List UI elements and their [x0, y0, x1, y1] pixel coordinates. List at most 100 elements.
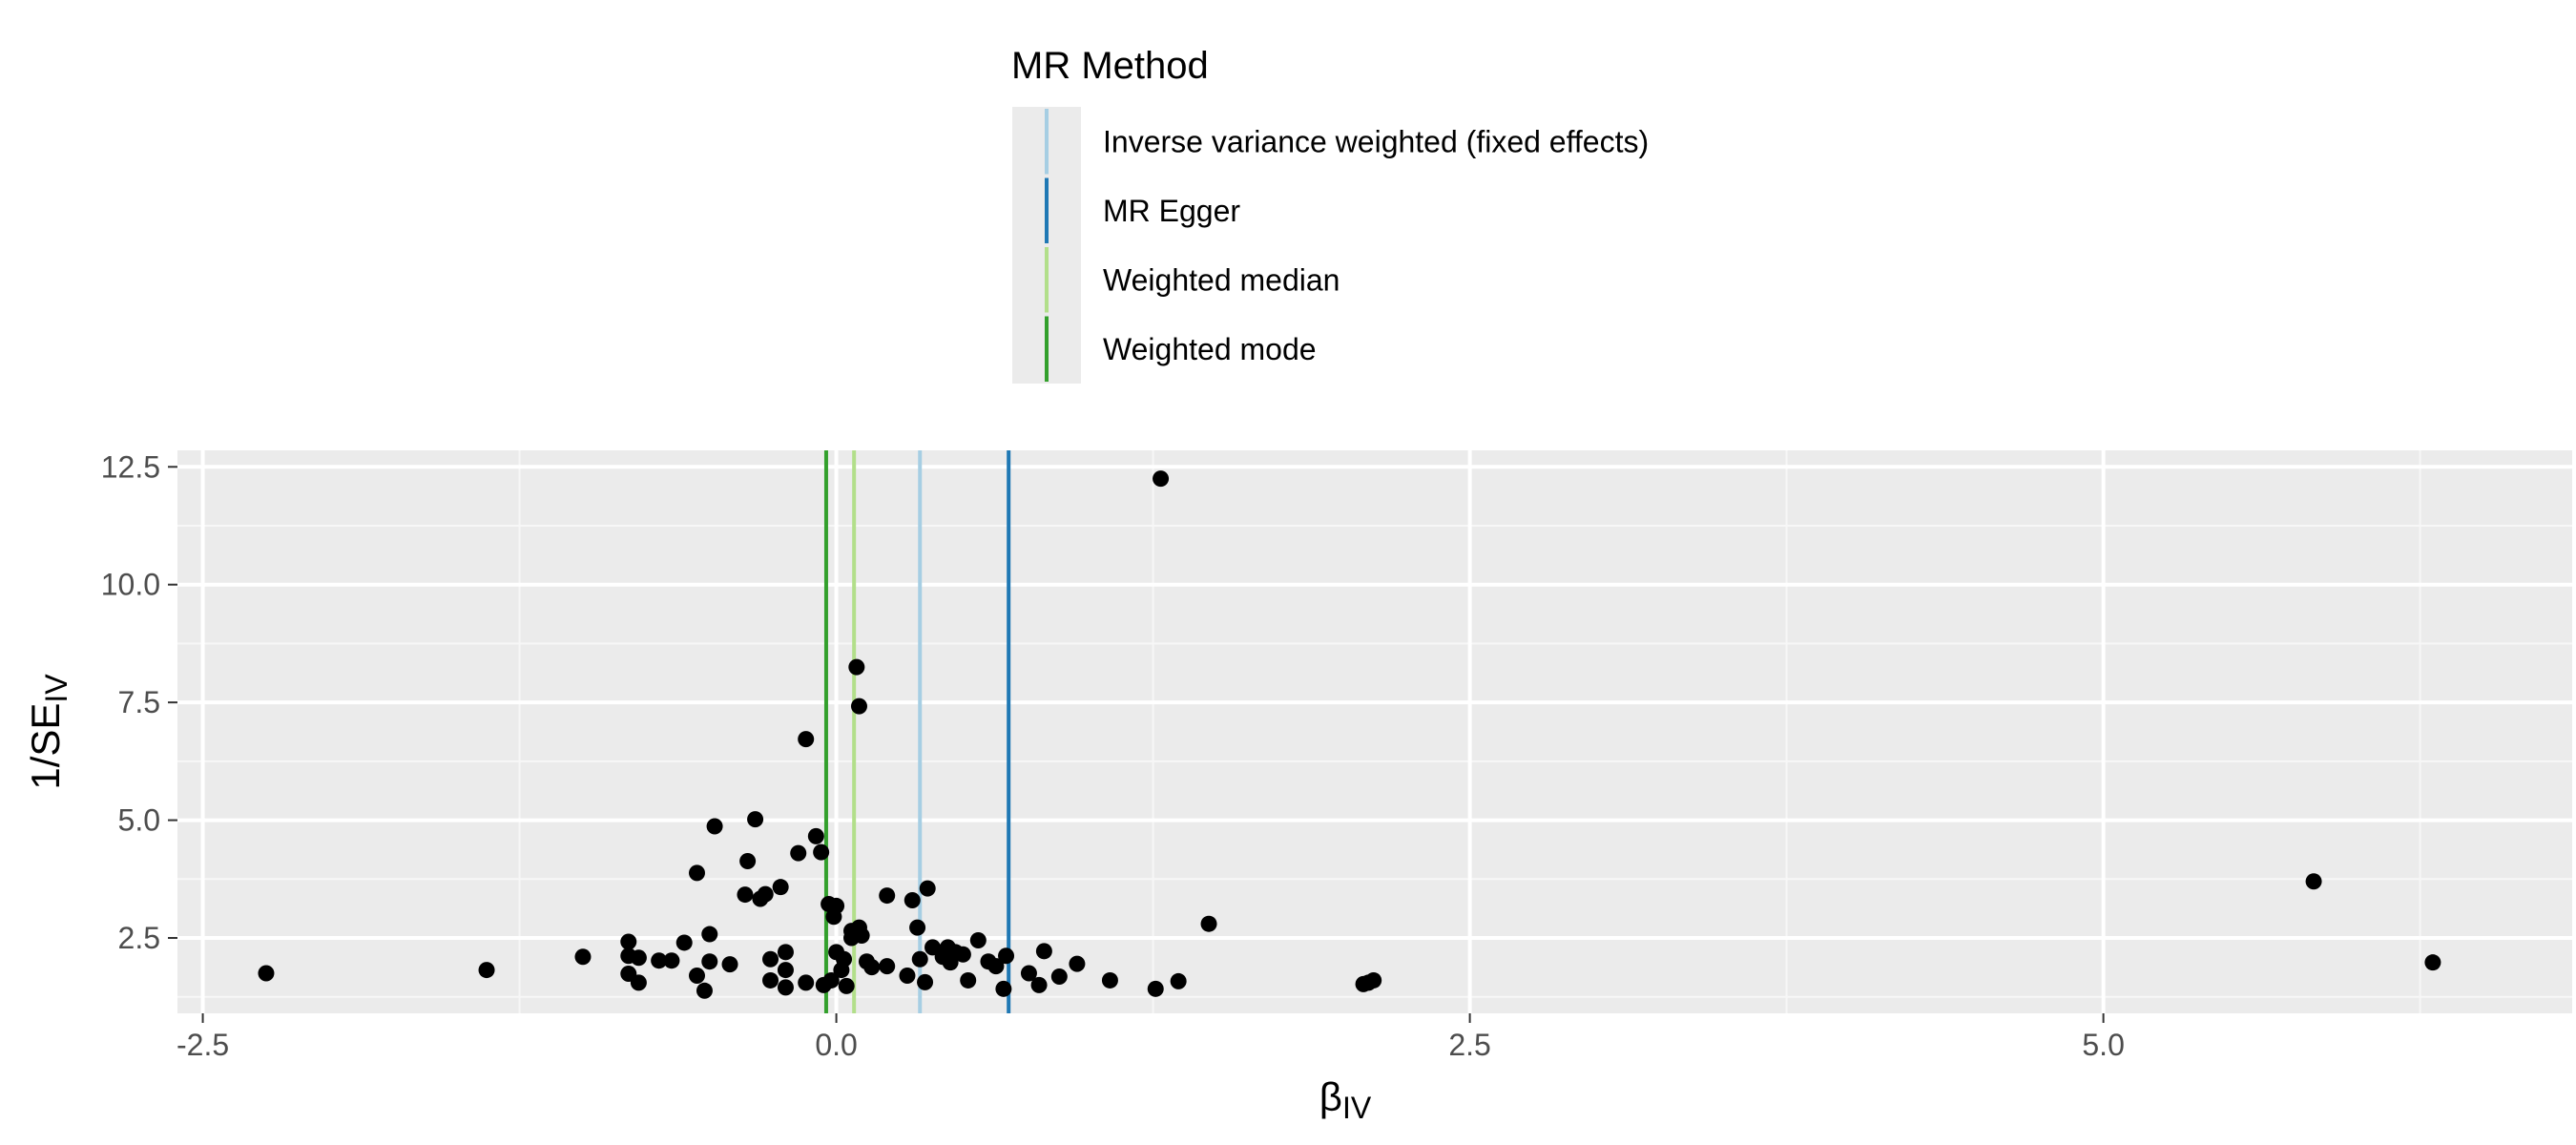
data-point	[675, 934, 693, 951]
data-point	[2305, 873, 2322, 890]
legend-item: Weighted mode	[1045, 316, 1317, 382]
data-point	[630, 974, 647, 991]
legend-item: Inverse variance weighted (fixed effects…	[1045, 109, 1649, 175]
x-axis-title-sub: IV	[1342, 1091, 1372, 1125]
legend-label: Inverse variance weighted (fixed effects…	[1103, 124, 1649, 158]
data-point	[909, 919, 926, 936]
x-axis-title: βIV	[1319, 1074, 1372, 1125]
data-point	[1170, 972, 1187, 989]
data-point	[998, 947, 1015, 965]
x-tick-labels: -2.5 0.0 2.5 5.0	[177, 1028, 2125, 1062]
data-point	[863, 959, 881, 976]
y-tick-label: 10.0	[101, 568, 160, 602]
legend-label: MR Egger	[1103, 194, 1240, 228]
data-point	[620, 933, 637, 950]
data-point	[1365, 971, 1382, 989]
data-point	[954, 946, 971, 963]
data-point	[777, 944, 794, 961]
data-point	[747, 811, 764, 828]
x-tick-label: 5.0	[2082, 1028, 2124, 1062]
x-axis-title-main: β	[1319, 1074, 1342, 1119]
data-point	[772, 879, 789, 896]
y-tick-label: 7.5	[118, 685, 160, 719]
data-point	[822, 971, 840, 989]
data-point	[762, 971, 779, 989]
data-point	[853, 927, 870, 945]
data-point	[899, 968, 916, 985]
data-point	[838, 977, 855, 994]
data-point	[995, 980, 1012, 997]
data-point	[911, 950, 928, 968]
axis-ticks	[168, 466, 2105, 1023]
data-point	[777, 962, 794, 979]
data-point	[798, 731, 815, 748]
data-point	[663, 952, 680, 969]
data-point	[904, 892, 921, 909]
data-point	[757, 885, 774, 903]
data-point	[813, 843, 830, 861]
data-point	[574, 948, 592, 966]
data-point	[688, 968, 705, 985]
data-point	[919, 880, 936, 897]
data-point	[1030, 976, 1048, 993]
data-point	[879, 958, 896, 975]
x-tick-label: 0.0	[815, 1028, 857, 1062]
data-point	[1069, 955, 1086, 972]
data-point	[969, 931, 987, 948]
data-point	[737, 886, 754, 904]
data-point	[706, 818, 723, 835]
data-point	[987, 958, 1005, 975]
data-point	[924, 939, 942, 956]
data-point	[696, 982, 713, 999]
data-point	[721, 956, 738, 973]
legend-item: MR Egger	[1045, 177, 1240, 243]
data-point	[688, 864, 705, 882]
y-tick-label: 5.0	[118, 803, 160, 838]
data-point	[917, 973, 934, 990]
data-point	[1147, 980, 1164, 997]
data-points	[258, 470, 2441, 999]
y-axis-title: 1/SEIV	[23, 674, 73, 790]
minor-gridlines	[177, 450, 2572, 1013]
data-point	[478, 962, 495, 979]
data-point	[1153, 470, 1170, 488]
data-point	[762, 950, 779, 968]
data-point	[739, 853, 757, 870]
data-point	[1035, 943, 1052, 960]
y-tick-labels: 2.5 5.0 7.5 10.0 12.5	[101, 449, 160, 955]
data-point	[879, 887, 896, 905]
data-point	[1020, 965, 1037, 982]
y-tick-label: 12.5	[101, 449, 160, 484]
data-point	[701, 953, 718, 970]
major-gridlines	[177, 450, 2572, 1013]
y-axis-title-main: 1/SE	[23, 703, 68, 790]
data-point	[1200, 915, 1217, 932]
method-lines	[823, 450, 1011, 1013]
legend-item: Weighted median	[1045, 247, 1340, 313]
legend: MR Method Inverse variance weighted (fix…	[1011, 45, 1649, 384]
data-point	[1050, 968, 1068, 985]
y-tick-label: 2.5	[118, 921, 160, 955]
legend-label: Weighted mode	[1103, 332, 1317, 366]
data-point	[828, 897, 845, 914]
legend-label: Weighted median	[1103, 262, 1340, 297]
legend-title: MR Method	[1011, 45, 1209, 87]
data-point	[258, 965, 275, 982]
data-point	[960, 971, 977, 989]
data-point	[836, 950, 853, 968]
data-point	[701, 926, 718, 943]
data-point	[790, 844, 807, 862]
x-tick-label: 2.5	[1448, 1028, 1490, 1062]
data-point	[848, 658, 865, 676]
data-point	[630, 949, 647, 967]
data-point	[651, 952, 668, 969]
y-axis-title-sub: IV	[39, 674, 73, 703]
data-point	[2424, 954, 2441, 971]
data-point	[1101, 971, 1118, 989]
data-point	[807, 827, 824, 844]
data-point	[850, 697, 867, 715]
x-tick-label: -2.5	[177, 1028, 229, 1062]
plot-panel	[177, 450, 2572, 1013]
data-point	[798, 974, 815, 991]
